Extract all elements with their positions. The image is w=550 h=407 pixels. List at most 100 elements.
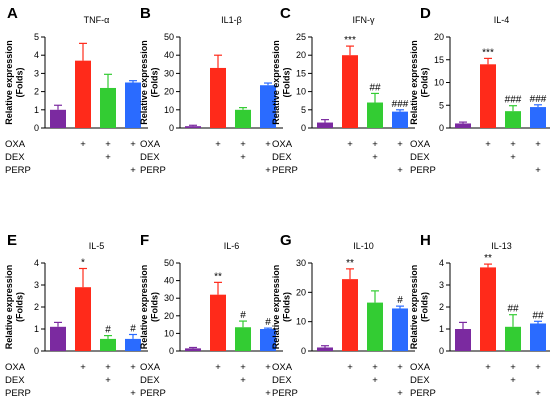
y-axis-label: Relative expression(Folds) <box>139 40 159 125</box>
treatment-plus-mark: + <box>130 165 136 176</box>
panel-letter: H <box>420 232 431 249</box>
bar <box>342 55 358 129</box>
bar <box>235 109 251 128</box>
y-axis-label: Relative expression(Folds) <box>4 265 24 350</box>
significance-mark: *** <box>344 35 356 46</box>
bar <box>392 111 408 128</box>
treatment-label: OXA <box>272 139 293 150</box>
treatment-plus-mark: + <box>130 362 136 373</box>
y-tick-label: 40 <box>164 276 174 286</box>
treatment-plus-mark: + <box>240 375 246 386</box>
y-tick-label: 50 <box>164 258 174 268</box>
bar <box>75 60 91 128</box>
bar <box>50 109 66 128</box>
treatment-plus-mark: + <box>265 165 271 176</box>
bar <box>185 126 201 128</box>
panel-e: E IL-5 Relative expression(Folds) 0 1 2 3 4 * # # O… <box>4 232 148 399</box>
treatment-plus-mark: + <box>397 165 403 176</box>
y-tick-label: 0 <box>301 346 306 356</box>
panel-letter: G <box>280 232 292 249</box>
y-tick-label: 50 <box>164 32 174 42</box>
treatment-label: PERP <box>5 388 31 399</box>
treatment-label: OXA <box>272 362 293 373</box>
panel-title: IL-10 <box>353 241 374 251</box>
panel-f: F IL-6 Relative expression(Folds) 0 10 20 30 40… <box>139 232 283 399</box>
treatment-plus-mark: + <box>265 139 271 150</box>
panel-b: B IL1-β Relative expression(Folds) 0 10 20 30 4… <box>139 5 283 176</box>
treatment-label: OXA <box>140 139 161 150</box>
panel-title: TNF-α <box>84 15 110 25</box>
panel-letter: B <box>140 5 151 22</box>
y-tick-label: 2 <box>34 87 39 97</box>
treatment-plus-mark: + <box>372 375 378 386</box>
bar <box>530 323 546 351</box>
bar <box>100 338 116 351</box>
treatment-plus-mark: + <box>510 139 516 150</box>
bar <box>100 87 116 128</box>
y-tick-label: 4 <box>34 50 39 60</box>
y-tick-label: 3 <box>34 68 39 78</box>
treatment-label: OXA <box>410 362 431 373</box>
y-axis-label: Relative expression(Folds) <box>271 40 291 125</box>
y-tick-label: 0 <box>34 346 39 356</box>
y-tick-label: 4 <box>439 258 444 268</box>
treatment-plus-mark: + <box>372 139 378 150</box>
significance-mark: # <box>240 310 246 321</box>
y-tick-label: 1 <box>439 324 444 334</box>
treatment-plus-mark: + <box>130 388 136 399</box>
treatment-plus-mark: + <box>485 139 491 150</box>
y-tick-label: 4 <box>34 258 39 268</box>
bar <box>210 294 226 351</box>
treatment-plus-mark: + <box>240 139 246 150</box>
y-tick-label: 0 <box>34 123 39 133</box>
significance-mark: *** <box>482 47 494 58</box>
panel-g: G IL-10 Relative expression(Folds) 0 10 20 30 *… <box>271 232 415 399</box>
panel-title: IL-13 <box>491 241 512 251</box>
significance-mark: # <box>265 317 271 328</box>
treatment-plus-mark: + <box>397 388 403 399</box>
panel-letter: F <box>140 232 149 249</box>
panel-letter: D <box>420 5 431 22</box>
y-tick-label: 20 <box>296 50 306 60</box>
y-axis-label: Relative expression(Folds) <box>4 40 24 125</box>
treatment-plus-mark: + <box>215 139 221 150</box>
treatment-plus-mark: + <box>485 362 491 373</box>
y-tick-label: 2 <box>439 302 444 312</box>
treatment-label: PERP <box>140 165 166 176</box>
y-tick-label: 3 <box>34 280 39 290</box>
treatment-plus-mark: + <box>372 152 378 163</box>
treatment-plus-mark: + <box>80 139 86 150</box>
treatment-label: OXA <box>5 362 26 373</box>
treatment-label: DEX <box>410 375 430 386</box>
bar <box>235 327 251 351</box>
panel-title: IFN-γ <box>353 15 375 25</box>
bar <box>480 267 496 351</box>
y-tick-label: 30 <box>296 258 306 268</box>
y-tick-label: 20 <box>296 287 306 297</box>
treatment-label: OXA <box>410 139 431 150</box>
treatment-label: OXA <box>5 139 26 150</box>
y-tick-label: 40 <box>164 50 174 60</box>
bar <box>455 329 471 351</box>
bar <box>530 107 546 128</box>
y-axis-label: Relative expression(Folds) <box>271 265 291 350</box>
bar <box>125 82 141 128</box>
treatment-plus-mark: + <box>535 362 541 373</box>
treatment-plus-mark: + <box>535 139 541 150</box>
treatment-label: PERP <box>272 165 298 176</box>
panel-letter: C <box>280 5 291 22</box>
panel-letter: E <box>7 232 17 249</box>
treatment-label: OXA <box>140 362 161 373</box>
y-axis-label: Relative expression(Folds) <box>139 265 159 350</box>
bar <box>50 326 66 351</box>
panel-d: D IL-4 Relative expression(Folds) 0 5 10 15 20 *… <box>409 5 550 176</box>
y-axis-label: Relative expression(Folds) <box>409 265 429 350</box>
significance-mark: # <box>397 295 403 306</box>
treatment-label: PERP <box>410 388 436 399</box>
treatment-plus-mark: + <box>215 362 221 373</box>
treatment-plus-mark: + <box>240 362 246 373</box>
panel-title: IL-6 <box>224 241 240 251</box>
y-tick-label: 20 <box>434 32 444 42</box>
bar <box>75 287 91 351</box>
panel-title: IL-5 <box>89 241 105 251</box>
